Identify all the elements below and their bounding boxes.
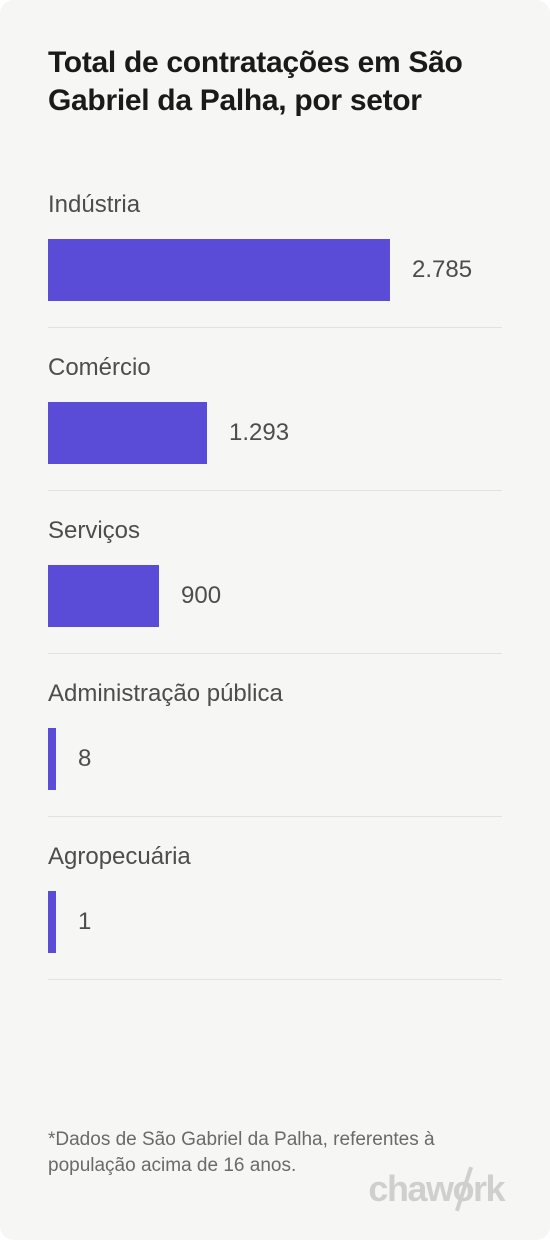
bar-rect: [48, 891, 56, 953]
bar-value: 900: [181, 582, 221, 610]
bar-row: 2.785: [48, 239, 502, 301]
bar-row: 1.293: [48, 402, 502, 464]
bar-rect: [48, 402, 207, 464]
brand-logo: chawork: [368, 1168, 504, 1210]
bar-label: Administração pública: [48, 680, 502, 708]
bar-value: 2.785: [412, 256, 472, 284]
bar-label: Agropecuária: [48, 843, 502, 871]
bar-value: 1: [78, 908, 91, 936]
bar-row: 8: [48, 728, 502, 790]
bar-rect: [48, 565, 159, 627]
bar-group: Administração pública 8: [48, 680, 502, 817]
bar-rect: [48, 728, 56, 790]
bar-group: Comércio 1.293: [48, 354, 502, 491]
bar-row: 1: [48, 891, 502, 953]
bar-list: Indústria 2.785 Comércio 1.293 Serviços …: [48, 191, 502, 1127]
bar-value: 8: [78, 745, 91, 773]
bar-label: Comércio: [48, 354, 502, 382]
chart-title: Total de contratações em São Gabriel da …: [48, 44, 502, 119]
bar-label: Serviços: [48, 517, 502, 545]
bar-row: 900: [48, 565, 502, 627]
bar-group: Serviços 900: [48, 517, 502, 654]
bar-label: Indústria: [48, 191, 502, 219]
chart-card: Total de contratações em São Gabriel da …: [0, 0, 550, 1240]
bar-group: Agropecuária 1: [48, 843, 502, 980]
bar-value: 1.293: [229, 419, 289, 447]
bar-group: Indústria 2.785: [48, 191, 502, 328]
bar-rect: [48, 239, 390, 301]
